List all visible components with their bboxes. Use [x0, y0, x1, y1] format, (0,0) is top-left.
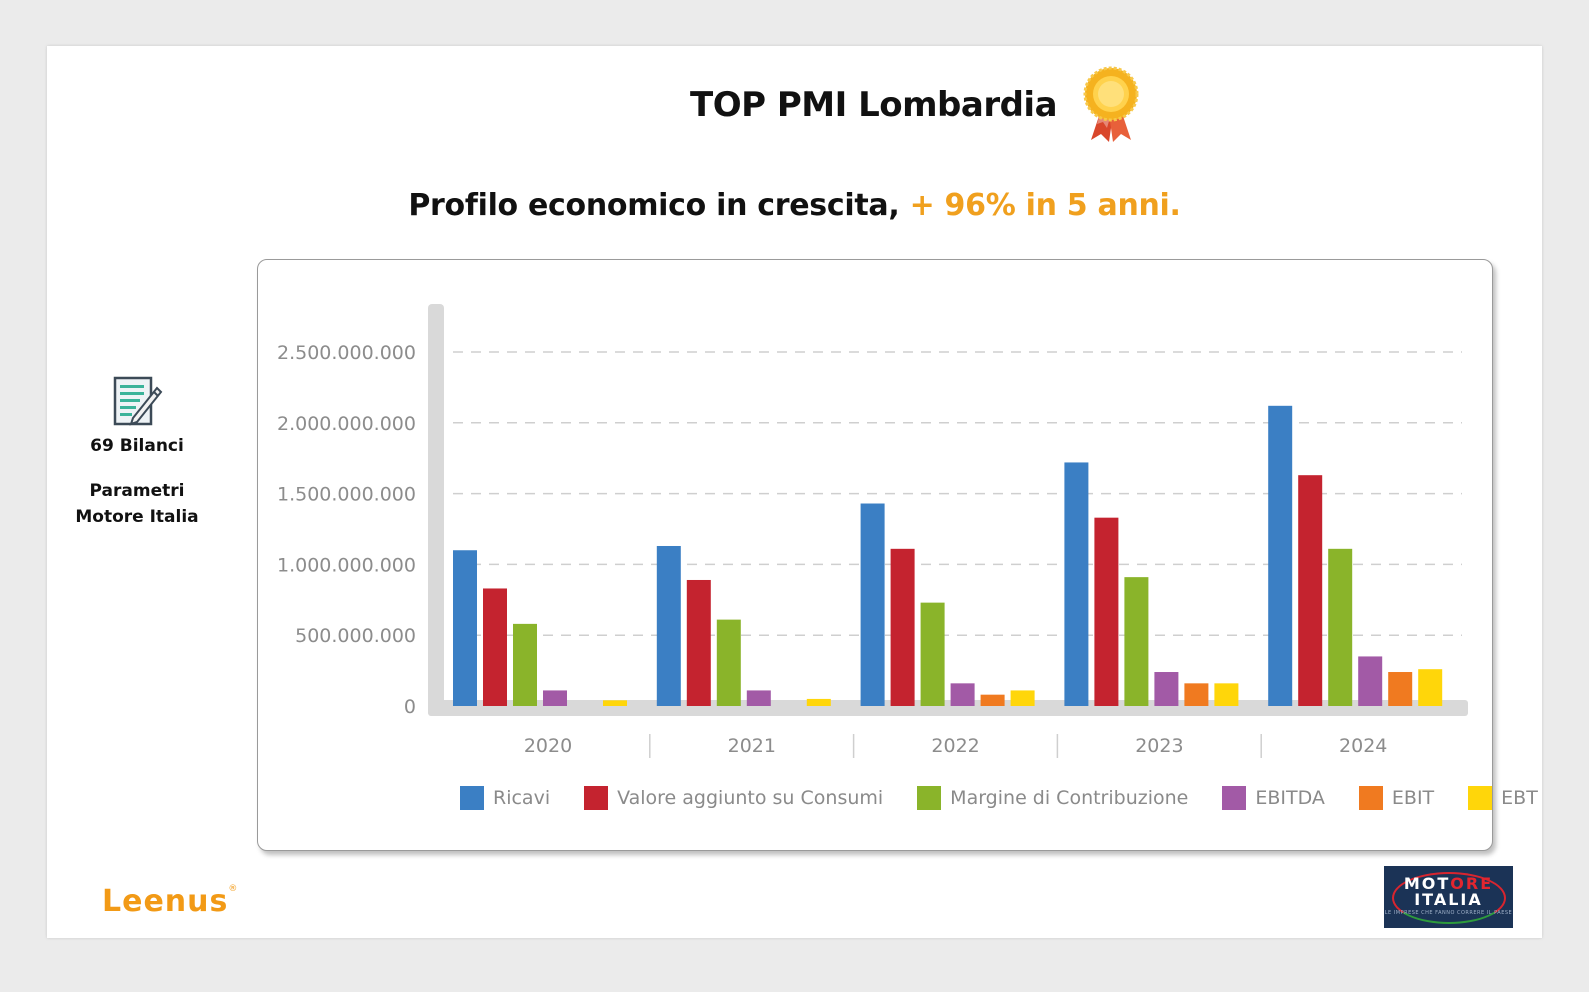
- bar-ebitda-2021: [746, 690, 771, 706]
- legend-item: Valore aggiunto su Consumi: [584, 786, 883, 810]
- y-tick-label: 0: [404, 696, 416, 718]
- document-edit-icon: [113, 376, 163, 426]
- leenus-logo: Leenus®: [102, 884, 239, 919]
- legend-item: Ricavi: [460, 786, 550, 810]
- legend-item: EBITDA: [1222, 786, 1325, 810]
- legend-swatch: [1222, 786, 1247, 810]
- subtitle-highlight: + 96% in 5 anni.: [909, 188, 1181, 223]
- bar-ebt-2022: [1010, 690, 1035, 706]
- bar-ebitda-2024: [1358, 656, 1383, 706]
- legend-swatch: [917, 786, 942, 810]
- bar-ebit-2022: [980, 694, 1005, 706]
- legend-item: EBT: [1468, 786, 1538, 810]
- bar-ebit-2023: [1184, 683, 1209, 706]
- bar-ricavi-2022: [860, 503, 885, 706]
- bar-ebt-2020: [603, 700, 627, 706]
- x-tick-label: 2023: [1135, 735, 1183, 757]
- y-tick-label: 500.000.000: [295, 625, 416, 647]
- legend-label: EBT: [1501, 787, 1538, 809]
- bar-ebitda-2023: [1154, 672, 1179, 706]
- legend-item: Margine di Contribuzione: [917, 786, 1188, 810]
- bar-margine-di-contribuzione-2020: [513, 623, 537, 706]
- bar-margine-di-contribuzione-2024: [1328, 548, 1353, 706]
- x-tick-label: 2020: [524, 735, 572, 757]
- bar-ebt-2023: [1214, 683, 1239, 706]
- leenus-logo-text: Leenus: [102, 884, 229, 919]
- bar-margine-di-contribuzione-2023: [1124, 577, 1149, 706]
- legend-swatch: [584, 786, 609, 810]
- bar-ricavi-2023: [1064, 462, 1089, 706]
- x-tick-label: 2024: [1339, 735, 1387, 757]
- bar-ebt-2021: [806, 698, 831, 706]
- bar-ebit-2024: [1388, 672, 1413, 706]
- bar-margine-di-contribuzione-2021: [716, 619, 741, 706]
- page-title: TOP PMI Lombardia: [690, 85, 1058, 125]
- subtitle-text: Profilo economico in crescita,: [408, 188, 910, 223]
- y-tick-label: 2.000.000.000: [277, 413, 416, 435]
- bar-valore-aggiunto-su-consumi-2023: [1094, 517, 1119, 706]
- bar-valore-aggiunto-su-consumi-2020: [483, 588, 507, 706]
- legend-label: Margine di Contribuzione: [950, 787, 1189, 809]
- legend-label: Ricavi: [493, 787, 551, 809]
- motore-italia-logo: MOTORE ITALIA LE IMPRESE CHE FANNO CORRE…: [1384, 866, 1513, 928]
- legend-item: EBIT: [1358, 786, 1435, 810]
- legend-label: EBITDA: [1255, 787, 1325, 809]
- bar-valore-aggiunto-su-consumi-2024: [1298, 475, 1323, 706]
- legend-label: EBIT: [1391, 787, 1435, 809]
- bar-ricavi-2024: [1268, 405, 1293, 706]
- x-tick-label: 2021: [728, 735, 776, 757]
- bar-ebitda-2022: [950, 683, 975, 706]
- legend-label: Valore aggiunto su Consumi: [617, 787, 884, 809]
- legend-swatch: [460, 786, 484, 810]
- chart-legend: Ricavi Valore aggiunto su Consumi Margine …: [460, 784, 1572, 812]
- params-line1: Parametri: [89, 481, 185, 501]
- title-row: TOP PMI Lombardia: [690, 60, 1139, 150]
- bar-ebt-2024: [1418, 669, 1443, 706]
- bar-ricavi-2020: [453, 550, 477, 706]
- y-tick-label: 1.000.000.000: [277, 554, 416, 576]
- bar-valore-aggiunto-su-consumi-2021: [686, 579, 711, 706]
- bar-ricavi-2021: [656, 545, 681, 706]
- y-tick-label: 1.500.000.000: [277, 484, 416, 506]
- medal-icon: [1083, 66, 1139, 142]
- x-tick-label: 2022: [931, 735, 979, 757]
- bilanci-count: 69 Bilanci: [90, 436, 184, 456]
- y-axis-bar: [428, 304, 444, 716]
- subtitle: Profilo economico in crescita, + 96% in …: [0, 188, 1589, 223]
- params-line2: Motore Italia: [75, 507, 199, 527]
- bar-ebitda-2020: [543, 690, 567, 706]
- sidebar-info: 69 Bilanci Parametri Motore Italia: [62, 374, 212, 530]
- legend-swatch: [1468, 786, 1493, 810]
- y-tick-label: 2.500.000.000: [277, 342, 416, 364]
- bar-margine-di-contribuzione-2022: [920, 602, 945, 706]
- legend-swatch: [1358, 786, 1383, 810]
- bar-valore-aggiunto-su-consumi-2022: [890, 548, 915, 706]
